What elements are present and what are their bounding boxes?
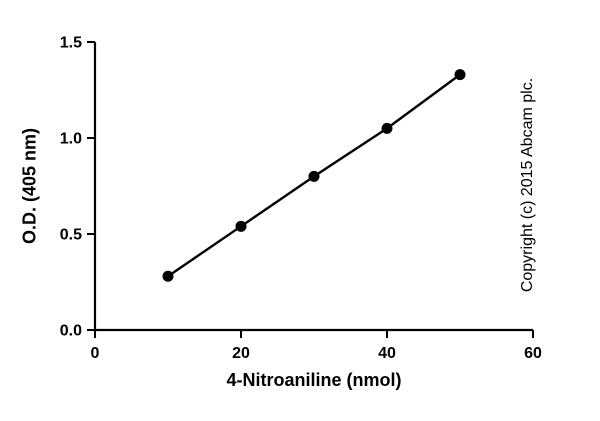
data-point [162, 270, 174, 282]
y-tick-label: 1.5 [60, 35, 82, 52]
data-point [381, 122, 393, 134]
x-tick-label: 60 [524, 345, 542, 362]
x-tick-label: 20 [232, 345, 250, 362]
data-point [454, 69, 466, 81]
copyright-text: Copyright (c) 2015 Abcam plc. [519, 77, 536, 293]
data-point [308, 170, 320, 182]
y-tick-label: 0.5 [60, 227, 82, 244]
x-tick-label: 0 [91, 345, 100, 362]
y-tick-label: 1.0 [60, 131, 82, 148]
y-tick-label: 0.0 [60, 323, 82, 340]
y-axis-label: O.D. (405 nm) [19, 127, 40, 245]
data-point [235, 220, 247, 232]
x-tick-label: 40 [378, 345, 396, 362]
x-axis-label: 4-Nitroaniline (nmol) [226, 370, 402, 390]
